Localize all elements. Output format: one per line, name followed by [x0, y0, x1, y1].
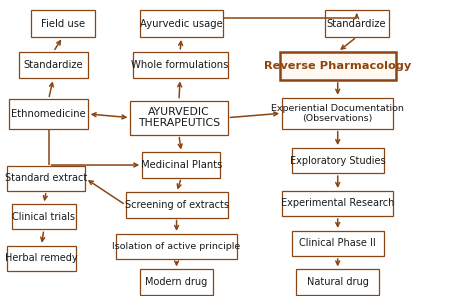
Text: Screening of extracts: Screening of extracts	[125, 200, 228, 210]
Text: Standard extract: Standard extract	[5, 173, 87, 183]
FancyBboxPatch shape	[292, 148, 384, 173]
Text: Ayurvedic usage: Ayurvedic usage	[140, 19, 223, 29]
FancyBboxPatch shape	[140, 10, 223, 37]
FancyBboxPatch shape	[7, 246, 76, 271]
FancyBboxPatch shape	[19, 52, 88, 78]
Text: Field use: Field use	[41, 19, 85, 29]
FancyBboxPatch shape	[142, 152, 220, 178]
Text: Whole formulations: Whole formulations	[131, 60, 229, 70]
Text: Clinical Phase II: Clinical Phase II	[300, 239, 376, 248]
FancyBboxPatch shape	[282, 98, 393, 129]
FancyBboxPatch shape	[12, 204, 76, 229]
FancyBboxPatch shape	[325, 10, 389, 37]
FancyBboxPatch shape	[133, 52, 228, 78]
Text: Modern drug: Modern drug	[146, 277, 208, 287]
Text: Standardize: Standardize	[327, 19, 386, 29]
FancyBboxPatch shape	[9, 99, 88, 129]
Text: Experiential Documentation
(Observations): Experiential Documentation (Observations…	[271, 104, 404, 123]
FancyBboxPatch shape	[292, 231, 384, 256]
Text: Experimental Research: Experimental Research	[281, 199, 394, 208]
Text: Exploratory Studies: Exploratory Studies	[290, 156, 385, 165]
Text: Medicinal Plants: Medicinal Plants	[141, 160, 222, 170]
FancyBboxPatch shape	[296, 269, 379, 295]
Text: AYURVEDIC
THERAPEUTICS: AYURVEDIC THERAPEUTICS	[138, 107, 220, 128]
Text: Standardize: Standardize	[24, 60, 83, 70]
Text: Reverse Pharmacology: Reverse Pharmacology	[264, 61, 411, 71]
Text: Herbal remedy: Herbal remedy	[5, 253, 78, 263]
Text: Isolation of active principle: Isolation of active principle	[112, 242, 241, 251]
FancyBboxPatch shape	[116, 234, 237, 259]
FancyBboxPatch shape	[130, 101, 228, 135]
Text: Clinical trials: Clinical trials	[12, 212, 75, 222]
FancyBboxPatch shape	[280, 52, 396, 80]
FancyBboxPatch shape	[282, 191, 393, 216]
FancyBboxPatch shape	[31, 10, 95, 37]
Text: Natural drug: Natural drug	[307, 277, 369, 287]
FancyBboxPatch shape	[7, 166, 85, 191]
FancyBboxPatch shape	[126, 192, 228, 218]
Text: Ethnomedicine: Ethnomedicine	[11, 109, 86, 119]
FancyBboxPatch shape	[140, 269, 213, 295]
